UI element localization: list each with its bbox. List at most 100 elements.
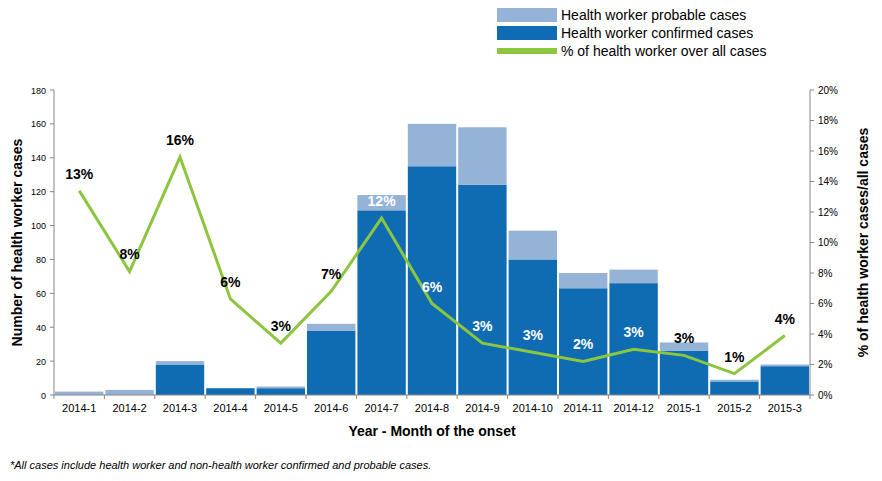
x-tick-label: 2014-8 xyxy=(415,402,449,414)
y2-tick-label: 12% xyxy=(818,207,838,218)
y2-axis-title: % of health worker cases/all cases xyxy=(855,128,871,358)
bar xyxy=(257,388,305,395)
y2-tick xyxy=(810,364,814,365)
y-axis-line xyxy=(54,90,55,395)
legend-label: Health worker confirmed cases xyxy=(561,25,753,41)
data-label: 6% xyxy=(422,279,443,295)
y-tick-label: 20 xyxy=(36,357,46,367)
x-axis-line xyxy=(54,395,810,396)
data-label: 3% xyxy=(523,327,544,343)
bar xyxy=(458,185,506,395)
data-label: 4% xyxy=(775,311,796,327)
x-tick-label: 2014-11 xyxy=(563,402,603,414)
data-labels: 13%8%16%6%3%7%12%6%3%3%2%3%3%1%4% xyxy=(65,132,795,365)
y-tick xyxy=(50,293,54,294)
bar xyxy=(609,270,657,284)
x-tick xyxy=(406,395,407,399)
data-label: 2% xyxy=(573,336,594,352)
bar xyxy=(509,259,557,395)
y-tick xyxy=(50,225,54,226)
x-tick-label: 2014-10 xyxy=(513,402,553,414)
bar xyxy=(206,388,254,395)
y2-tick-label: 16% xyxy=(818,146,838,157)
y-tick xyxy=(50,327,54,328)
data-label: 12% xyxy=(368,193,397,209)
y-tick-label: 100 xyxy=(31,221,46,231)
y-tick-label: 140 xyxy=(31,153,46,163)
x-tick-label: 2014-5 xyxy=(264,402,298,414)
bar xyxy=(307,324,355,331)
y2-tick xyxy=(810,273,814,274)
data-label: 3% xyxy=(271,318,292,334)
data-label: 3% xyxy=(674,330,695,346)
y2-tick xyxy=(810,242,814,243)
x-axis-title: Year - Month of the onset xyxy=(348,423,516,439)
y-tick xyxy=(50,259,54,260)
y-tick xyxy=(50,191,54,192)
y-tick xyxy=(50,123,54,124)
bar xyxy=(55,392,103,395)
x-tick xyxy=(810,395,811,399)
y2-tick xyxy=(810,303,814,304)
x-tick xyxy=(356,395,357,399)
bar xyxy=(559,273,607,288)
x-tick xyxy=(709,395,710,399)
y-tick-label: 60 xyxy=(36,289,46,299)
data-label: 8% xyxy=(119,246,140,262)
bar xyxy=(559,288,607,395)
y-tick-label: 180 xyxy=(31,86,46,96)
data-label: 16% xyxy=(166,132,195,148)
y-tick xyxy=(50,395,54,396)
chart: 0204060801001201401601800%2%4%6%8%10%12%… xyxy=(0,0,882,481)
data-label: 3% xyxy=(472,318,493,334)
x-tick xyxy=(54,395,55,399)
bar xyxy=(156,361,204,364)
legend-swatch xyxy=(497,8,557,22)
x-tick xyxy=(255,395,256,399)
y-tick xyxy=(50,361,54,362)
x-tick xyxy=(205,395,206,399)
y2-tick-label: 18% xyxy=(818,115,838,126)
x-tick xyxy=(306,395,307,399)
line xyxy=(79,157,785,374)
data-label: 13% xyxy=(65,166,94,182)
y-tick-label: 120 xyxy=(31,187,46,197)
bar xyxy=(761,366,809,395)
y2-tick-label: 0% xyxy=(818,390,833,401)
data-label: 6% xyxy=(220,274,241,290)
x-tick xyxy=(558,395,559,399)
bar xyxy=(660,351,708,395)
x-tick-label: 2014-3 xyxy=(163,402,197,414)
y-tick-label: 40 xyxy=(36,323,46,333)
x-tick-label: 2014-1 xyxy=(62,402,96,414)
x-tick xyxy=(154,395,155,399)
x-tick-label: 2014-6 xyxy=(314,402,348,414)
plot-area xyxy=(55,124,809,395)
y2-tick xyxy=(810,181,814,182)
y-axis-title: Number of health worker cases xyxy=(9,138,25,346)
x-tick-label: 2014-7 xyxy=(364,402,398,414)
x-tick-label: 2014-2 xyxy=(112,402,146,414)
bar xyxy=(458,127,506,185)
x-tick xyxy=(608,395,609,399)
bar xyxy=(761,365,809,367)
data-label: 1% xyxy=(724,349,745,365)
y-tick-label: 80 xyxy=(36,255,46,265)
x-tick-label: 2015-2 xyxy=(717,402,751,414)
legend: Health worker probable casesHealth worke… xyxy=(497,7,766,59)
y2-tick xyxy=(810,212,814,213)
y2-tick-label: 6% xyxy=(818,298,833,309)
bar xyxy=(509,231,557,260)
bar xyxy=(609,283,657,395)
y2-tick xyxy=(810,151,814,152)
bar xyxy=(408,124,456,166)
y2-tick xyxy=(810,120,814,121)
x-tick xyxy=(658,395,659,399)
y2-tick xyxy=(810,395,814,396)
bar xyxy=(206,388,254,389)
y2-tick-label: 14% xyxy=(818,176,838,187)
x-tick-label: 2014-9 xyxy=(465,402,499,414)
x-tick xyxy=(104,395,105,399)
y-tick-label: 0 xyxy=(41,391,46,401)
y2-tick-label: 4% xyxy=(818,329,833,340)
